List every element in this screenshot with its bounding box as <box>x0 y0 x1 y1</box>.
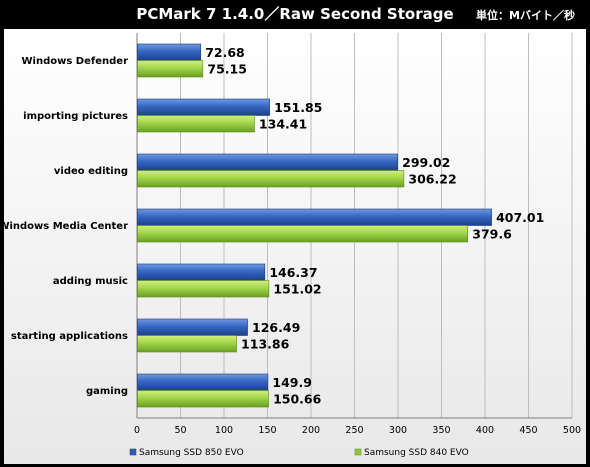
data-label: 146.37 <box>269 265 317 280</box>
bar-840-evo <box>137 60 204 78</box>
data-label: 113.86 <box>241 336 290 351</box>
legend-swatch <box>354 448 362 456</box>
x-tick-label: 350 <box>432 425 450 436</box>
bar-840-evo <box>137 225 469 243</box>
bars <box>137 43 492 408</box>
legend-swatch <box>129 448 137 456</box>
x-tick-label: 50 <box>174 425 186 436</box>
bar-850-evo <box>137 43 202 61</box>
bar-840-evo <box>137 115 255 133</box>
data-label: 151.85 <box>274 100 322 115</box>
legend: Samsung SSD 850 EVO Samsung SSD 840 EVO <box>129 448 469 458</box>
chart-title: PCMark 7 1.4.0／Raw Second Storage <box>136 5 453 23</box>
x-tick-label: 0 <box>134 425 140 436</box>
data-label: 299.02 <box>402 155 450 170</box>
data-label: 379.6 <box>472 226 512 241</box>
category-labels: Windows Defender importing pictures video … <box>0 56 128 397</box>
plot-panel <box>4 29 586 464</box>
bar-850-evo <box>137 153 398 171</box>
bar-850-evo <box>137 373 269 391</box>
x-tick-label: 300 <box>389 425 407 436</box>
x-tick-label: 150 <box>258 425 276 436</box>
x-axis-ticks: 0 50 100 150 200 250 300 350 400 450 500 <box>134 425 581 436</box>
bar-850-evo <box>137 208 492 226</box>
x-tick-label: 250 <box>345 425 363 436</box>
data-label: 150.66 <box>273 391 322 406</box>
category-label: gaming <box>86 386 128 397</box>
bar-850-evo <box>137 98 270 116</box>
data-label: 306.22 <box>408 171 456 186</box>
unit-label: 単位：Mバイト／秒 <box>476 8 575 22</box>
data-label: 407.01 <box>496 210 544 225</box>
x-tick-label: 500 <box>563 425 581 436</box>
data-label: 149.9 <box>272 375 312 390</box>
legend-label: Samsung SSD 840 EVO <box>364 448 469 458</box>
category-label: starting applications <box>11 331 128 342</box>
x-tick-label: 450 <box>519 425 537 436</box>
data-label: 72.68 <box>205 45 245 60</box>
x-tick-label: 100 <box>215 425 233 436</box>
category-label: adding music <box>53 276 128 287</box>
x-tick-label: 400 <box>476 425 494 436</box>
data-label: 134.41 <box>259 116 307 131</box>
bar-840-evo <box>137 280 270 298</box>
category-label: Windows Defender <box>22 56 129 67</box>
bar-850-evo <box>137 318 248 336</box>
data-label: 126.49 <box>252 320 300 335</box>
category-label: importing pictures <box>23 111 128 122</box>
x-tick-label: 200 <box>302 425 320 436</box>
data-label: 151.02 <box>273 281 321 296</box>
bar-840-evo <box>137 390 269 408</box>
bar-840-evo <box>137 335 237 353</box>
category-label: video editing <box>54 166 128 177</box>
bar-850-evo <box>137 263 266 281</box>
data-label: 75.15 <box>207 61 247 76</box>
legend-label: Samsung SSD 850 EVO <box>139 448 244 458</box>
bar-840-evo <box>137 170 405 188</box>
category-label: Windows Media Center <box>0 221 128 232</box>
